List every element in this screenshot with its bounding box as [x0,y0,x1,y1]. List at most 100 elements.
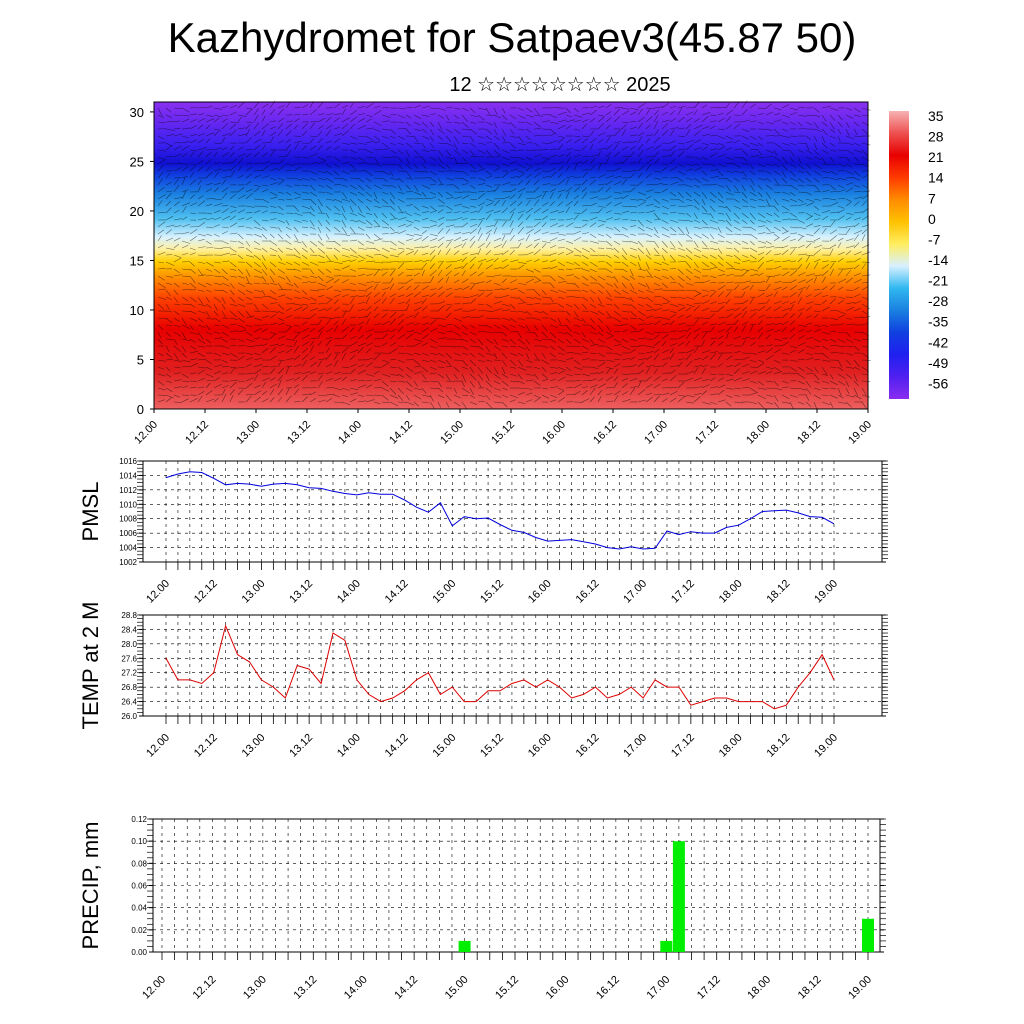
wind-barb [765,184,773,190]
wind-barb [261,115,266,123]
wind-barb [829,114,836,121]
wind-barb [653,144,662,151]
wind-barb [821,128,828,136]
wind-barb [477,303,485,306]
wind-barb [829,366,837,368]
wind-barb [653,106,663,109]
wind-barb [621,110,630,116]
wind-barb [509,168,519,172]
wind-barb [173,282,180,288]
wind-barb [197,317,203,323]
wind-barb [221,226,230,229]
wind-barb [701,300,710,305]
wind-barb [221,208,229,214]
wind-barb [269,218,277,221]
wind-barb [501,199,506,207]
wind-barb [669,254,676,262]
wind-barb [741,149,749,156]
wind-barb [357,135,367,138]
wind-barb [221,246,231,249]
wind-barb [389,212,396,219]
wind-barb [669,296,678,299]
wind-barb [517,317,526,321]
wind-barb [189,172,195,179]
wind-barb [341,333,348,340]
wind-barb [765,293,773,298]
wind-barb [661,198,669,202]
wind-barb [621,399,631,403]
wind-barb [213,203,223,207]
wind-barb [221,296,226,304]
wind-barb [333,205,341,212]
wind-barb [837,177,847,181]
wind-barb [325,254,331,262]
wind-barb [749,205,756,209]
wind-barb [509,296,518,299]
wind-barb [613,161,623,165]
wind-barb [317,113,325,116]
wind-barb [389,329,397,333]
wind-barb [853,190,862,193]
wind-barb [317,226,322,233]
wind-barb [845,277,854,284]
wind-barb [749,337,756,340]
wind-barb [637,296,646,299]
wind-barb [477,359,485,363]
wind-barb [181,324,191,329]
wind-barb [557,238,565,242]
wind-barb [773,306,782,312]
wind-barb [669,219,679,223]
wind-barb [741,356,750,361]
wind-barb [413,249,419,256]
wind-barb [829,401,834,408]
wind-barb [837,205,845,209]
wind-barb [229,240,237,242]
wind-barb [669,166,678,172]
wind-barb [197,331,204,340]
wind-barb [653,295,662,298]
wind-barb [797,342,806,347]
wind-barb [365,296,370,305]
wind-barb [509,279,518,284]
wind-barb [629,126,637,130]
wind-barb [461,373,467,383]
wind-barb [389,318,397,326]
wind-barb [285,338,295,341]
wind-barb [253,138,262,144]
wind-barb [405,303,410,312]
wind-barb [181,177,186,186]
wind-barb [701,104,708,109]
wind-barb [269,108,276,116]
wind-barb [781,170,787,179]
wind-barb [213,162,221,165]
wind-barb [445,106,454,109]
wind-barb [693,184,701,188]
wind-barb [629,134,638,137]
x-tick-label: 15.00 [430,578,458,606]
wind-barb [389,297,395,305]
wind-barb [165,144,173,151]
wind-barb [693,198,700,206]
wind-barb [429,255,436,263]
wind-barb [845,373,852,379]
wind-barb [517,173,525,179]
wind-barb [293,140,302,144]
wind-barb [205,296,210,303]
wind-barb [629,187,636,193]
wind-barb [293,177,303,181]
wind-barb [685,117,693,123]
wind-barb [509,121,517,129]
wind-barb [501,107,506,114]
wind-barb [445,330,454,333]
wind-barb [437,135,443,141]
wind-barb [277,268,285,274]
wind-barb [773,177,779,185]
x-tick-label: 14.00 [335,578,363,606]
wind-barb [757,198,765,201]
wind-barb [349,156,357,160]
wind-barb [645,322,653,326]
wind-barb [765,317,773,319]
wind-barb [669,386,678,389]
wind-barb [645,315,654,319]
wind-barb [501,163,510,167]
